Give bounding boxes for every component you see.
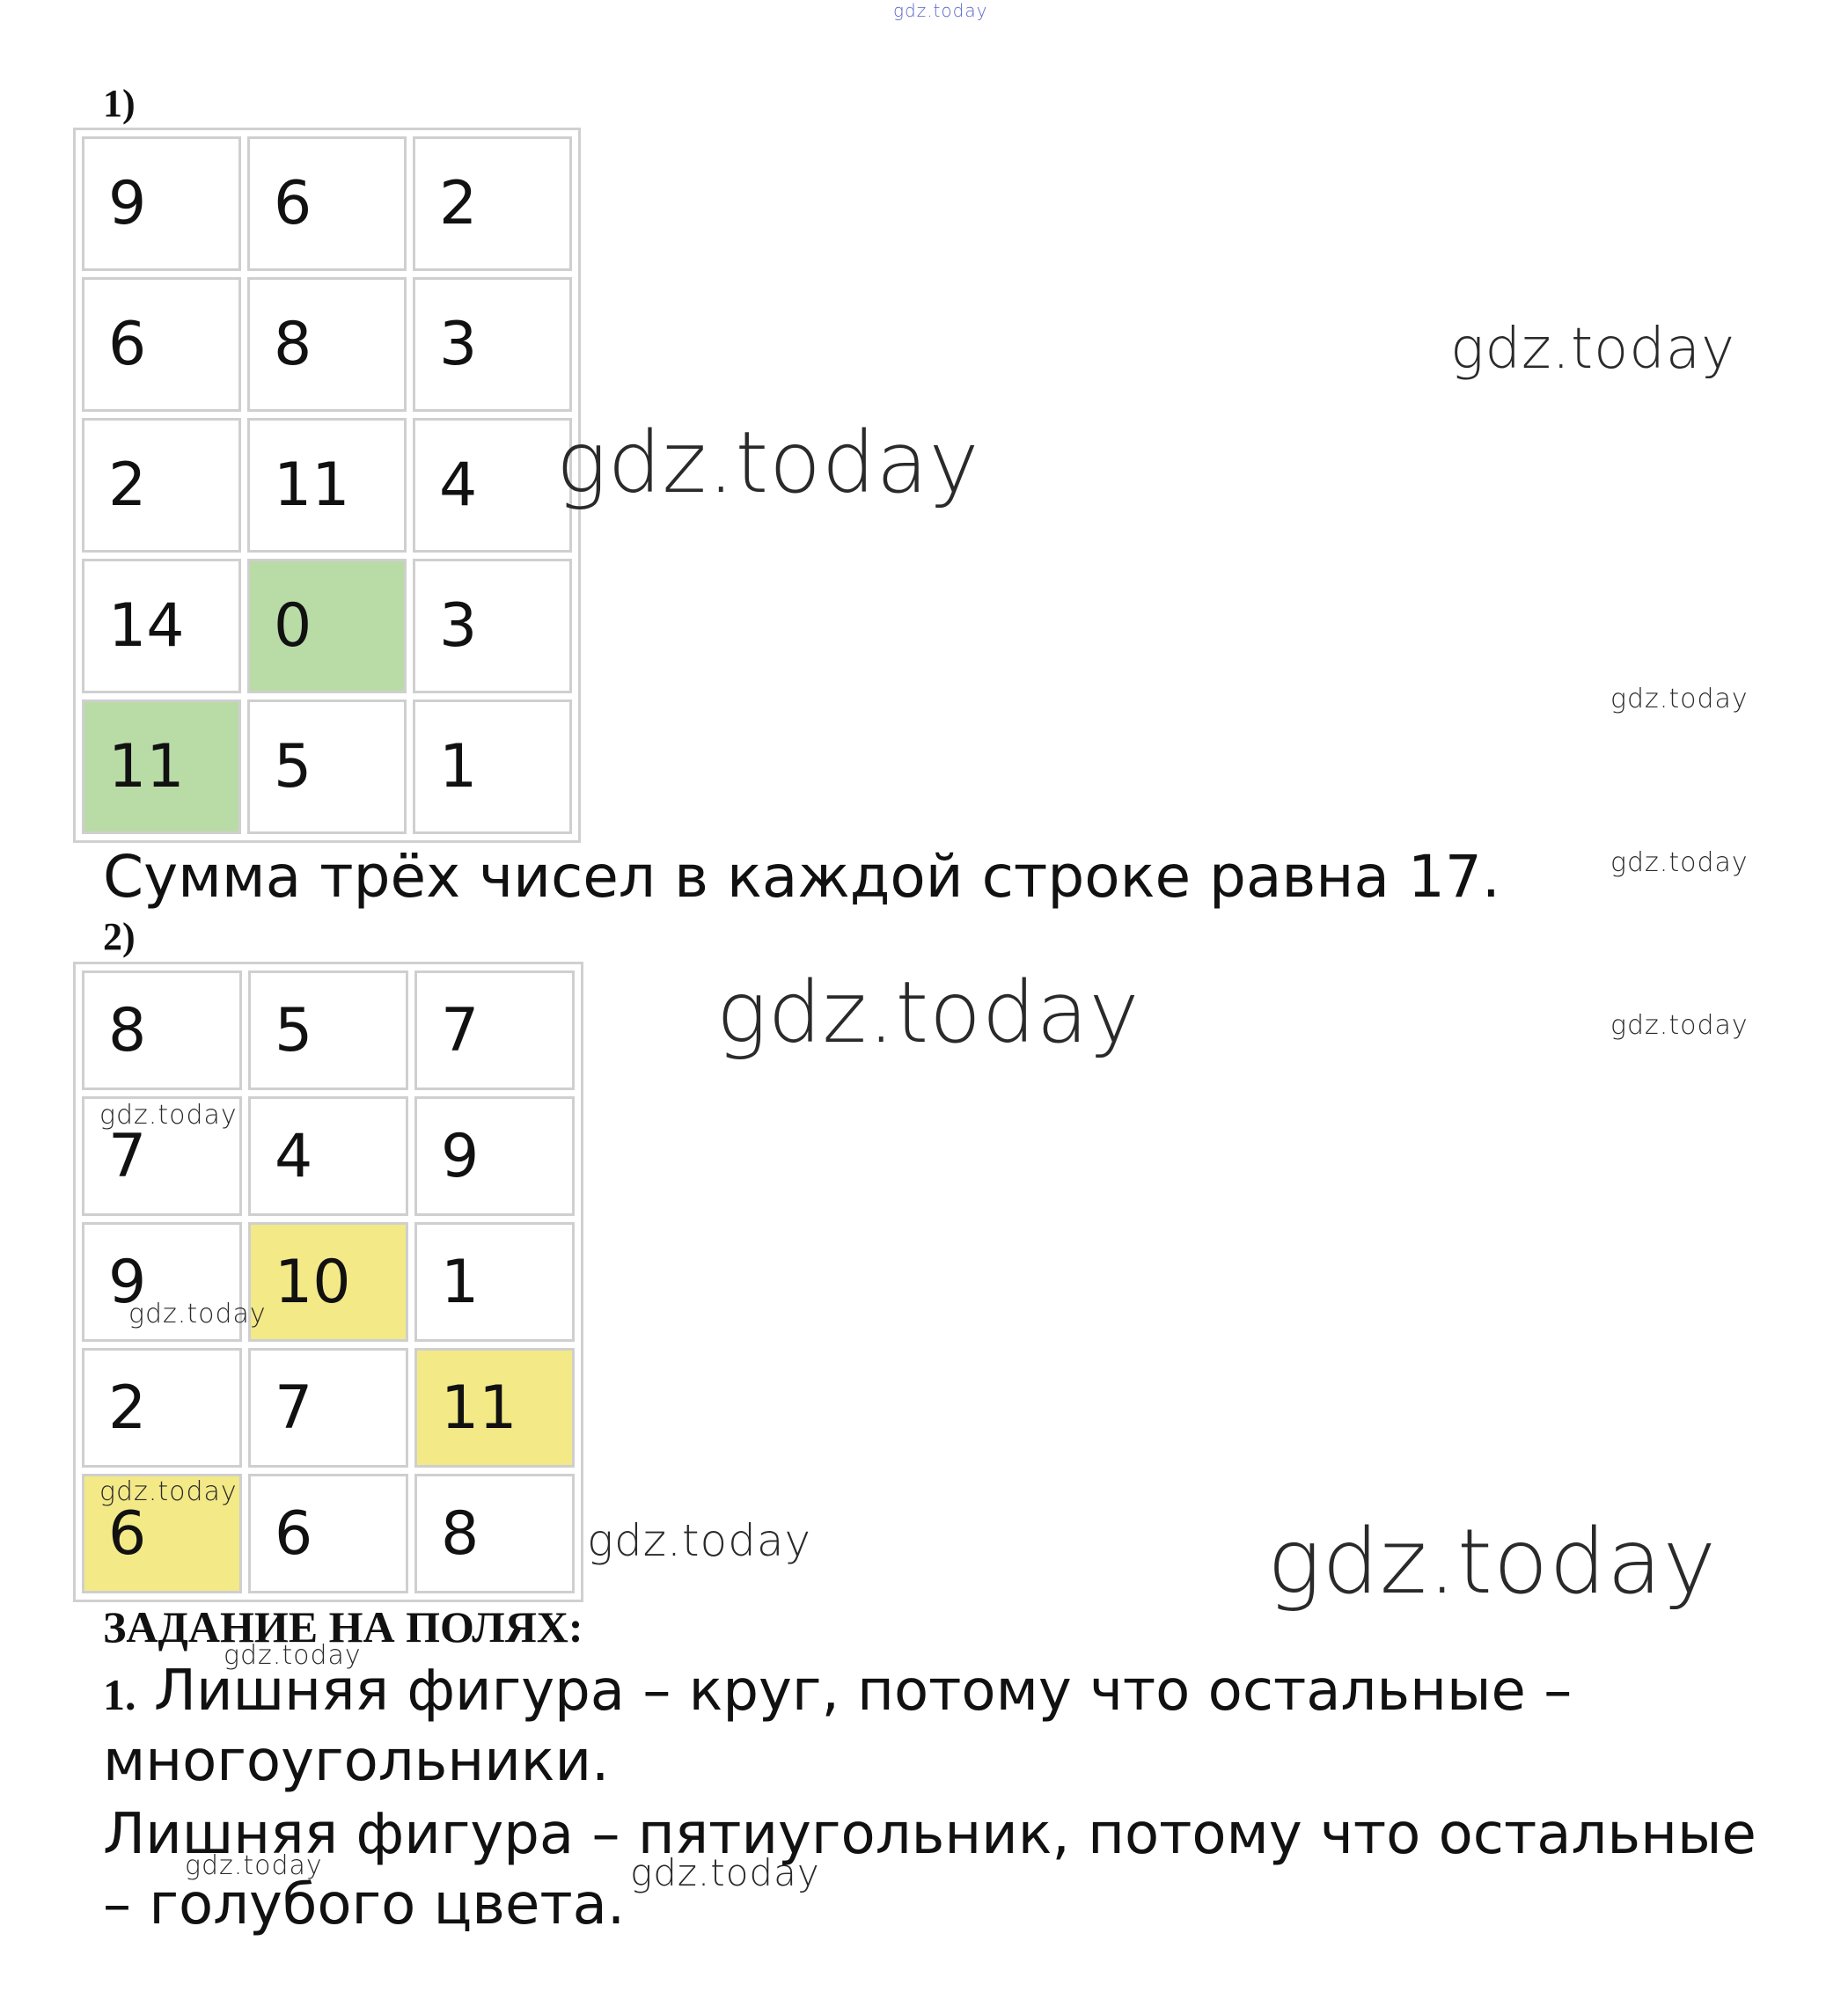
table-cell: 9 bbox=[82, 136, 241, 271]
table-cell: 11 bbox=[414, 1348, 575, 1468]
table-cell: 3 bbox=[413, 559, 572, 693]
watermark: gdz.today bbox=[1610, 1010, 1749, 1041]
task1-caption: Сумма трёх чисел в каждой строке равна 1… bbox=[103, 843, 1500, 911]
table-cell: 1 bbox=[414, 1222, 575, 1342]
table-cell: 6 bbox=[248, 1474, 408, 1593]
table-cell: 6 bbox=[247, 136, 407, 271]
table-cell: 7 bbox=[82, 1096, 242, 1216]
table-cell: 2 bbox=[413, 136, 572, 271]
answer-number: 1. bbox=[103, 1670, 136, 1719]
table-cell: 11 bbox=[82, 699, 241, 834]
margin-heading: ЗАДАНИЕ НА ПОЛЯХ: bbox=[103, 1602, 583, 1651]
table-cell: 1 bbox=[413, 699, 572, 834]
table-row: 11 5 1 bbox=[82, 699, 572, 834]
answer-line: многоугольники. bbox=[103, 1729, 610, 1794]
watermark: gdz.today bbox=[556, 414, 980, 512]
answer-line: 1. Лишняя фигура – круг, потому что оста… bbox=[103, 1663, 1572, 1719]
table-cell: 4 bbox=[248, 1096, 408, 1216]
table-cell: 9 bbox=[414, 1096, 575, 1216]
table-cell: 6 bbox=[82, 277, 241, 412]
watermark: gdz.today bbox=[716, 963, 1140, 1062]
answer-line: – голубого цвета. bbox=[103, 1872, 626, 1937]
table-cell: 11 bbox=[247, 418, 407, 553]
watermark: gdz.today bbox=[630, 1851, 820, 1894]
table-cell: 8 bbox=[414, 1474, 575, 1593]
table-cell: 8 bbox=[247, 277, 407, 412]
watermark: gdz.today bbox=[1450, 317, 1735, 382]
watermark: gdz.today bbox=[893, 0, 988, 21]
watermark: gdz.today bbox=[99, 1476, 238, 1507]
answer-line: Лишняя фигура – пятиугольник, потому что… bbox=[103, 1802, 1756, 1867]
table-cell: 0 bbox=[247, 559, 407, 693]
table-row: 2 7 11 bbox=[82, 1348, 575, 1468]
table-cell: 8 bbox=[82, 970, 242, 1090]
watermark: gdz.today bbox=[128, 1299, 267, 1329]
task1-label: 1) bbox=[103, 82, 136, 125]
table-row: 14 0 3 bbox=[82, 559, 572, 693]
table-cell: 7 bbox=[248, 1348, 408, 1468]
watermark: gdz.today bbox=[1267, 1510, 1717, 1615]
table-cell: 7 bbox=[414, 970, 575, 1090]
watermark: gdz.today bbox=[587, 1515, 812, 1566]
table-cell: 3 bbox=[413, 277, 572, 412]
table-cell: 14 bbox=[82, 559, 241, 693]
watermark: gdz.today bbox=[99, 1100, 238, 1131]
table-cell: 4 bbox=[413, 418, 572, 553]
table-cell: 2 bbox=[82, 1348, 242, 1468]
task1-table: 9 6 2 6 8 3 2 11 4 14 0 3 11 5 1 bbox=[73, 128, 581, 843]
watermark: gdz.today bbox=[185, 1850, 323, 1881]
answer-text: Лишняя фигура – круг, потому что остальн… bbox=[153, 1659, 1573, 1724]
table-cell: 9 bbox=[82, 1222, 242, 1342]
table-cell: 2 bbox=[82, 418, 241, 553]
task2-label: 2) bbox=[103, 915, 136, 958]
table-row: 9 10 1 bbox=[82, 1222, 575, 1342]
table-cell: 5 bbox=[248, 970, 408, 1090]
table-cell: 6 bbox=[82, 1474, 242, 1593]
watermark: gdz.today bbox=[1610, 847, 1749, 878]
watermark: gdz.today bbox=[1610, 684, 1749, 714]
table-cell: 5 bbox=[247, 699, 407, 834]
table-cell: 10 bbox=[248, 1222, 408, 1342]
table-row: 2 11 4 bbox=[82, 418, 572, 553]
task2-table: 8 5 7 7 4 9 9 10 1 2 7 11 6 6 8 bbox=[73, 962, 583, 1602]
watermark: gdz.today bbox=[224, 1640, 362, 1671]
